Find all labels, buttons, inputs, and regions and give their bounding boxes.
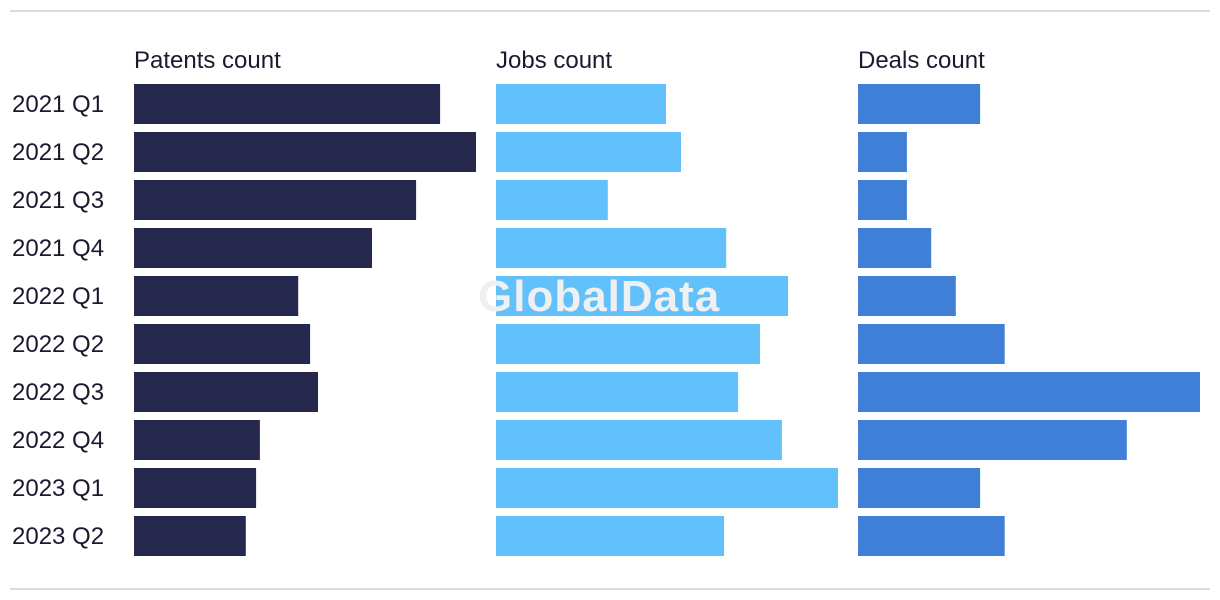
bar: [496, 132, 681, 172]
category-label: 2022 Q2: [12, 331, 104, 358]
top-divider: [10, 10, 1210, 12]
bar: [496, 324, 760, 364]
category-label: 2023 Q2: [12, 523, 104, 550]
bar: [858, 228, 932, 268]
bar: [858, 516, 1005, 556]
bar: [496, 468, 838, 508]
bar: [858, 132, 907, 172]
bottom-divider: [10, 588, 1210, 590]
bar: [858, 84, 981, 124]
category-label: 2023 Q1: [12, 475, 104, 502]
panel-title: Deals count: [858, 47, 985, 74]
category-label: 2022 Q3: [12, 379, 104, 406]
category-label: 2022 Q4: [12, 427, 104, 454]
bar: [858, 468, 981, 508]
bar: [496, 516, 725, 556]
category-label: 2022 Q1: [12, 283, 104, 310]
bar: [134, 228, 372, 268]
bar: [858, 372, 1200, 412]
category-label: 2021 Q3: [12, 187, 104, 214]
bar: [134, 84, 441, 124]
bar: [134, 372, 318, 412]
bar: [134, 180, 417, 220]
bar: [496, 228, 727, 268]
bar: [134, 420, 260, 460]
bar: [496, 276, 789, 316]
bar: [134, 132, 476, 172]
panel-title: Jobs count: [496, 47, 612, 74]
bar: [858, 276, 956, 316]
bar: [858, 324, 1005, 364]
watermark: GlobalData: [478, 272, 721, 321]
bar: [496, 180, 608, 220]
bar: [134, 324, 311, 364]
bar: [134, 468, 257, 508]
bar: [858, 420, 1127, 460]
category-label: 2021 Q2: [12, 139, 104, 166]
bar: [134, 276, 299, 316]
category-label: 2021 Q1: [12, 91, 104, 118]
bar: [134, 516, 246, 556]
bar: [496, 84, 666, 124]
bar: [496, 372, 739, 412]
bar: [496, 420, 782, 460]
category-label: 2021 Q4: [12, 235, 104, 262]
bar: [858, 180, 907, 220]
panel-title: Patents count: [134, 47, 281, 74]
